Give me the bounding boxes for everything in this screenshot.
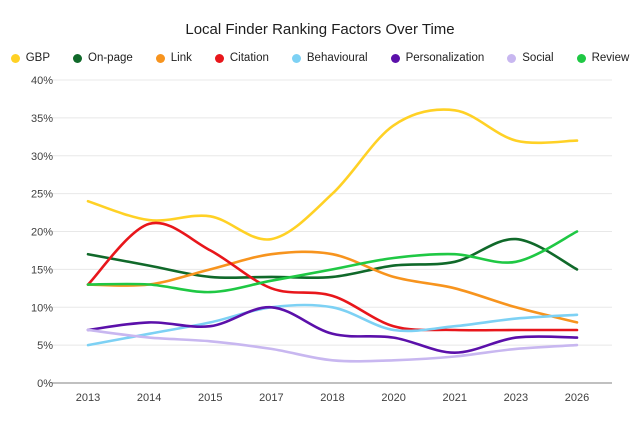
x-tick-label: 2013 bbox=[76, 392, 100, 404]
legend-item-social[interactable]: Social bbox=[507, 52, 554, 64]
legend-item-behavioural[interactable]: Behavioural bbox=[291, 52, 368, 64]
series-line-link bbox=[86, 250, 579, 324]
series-line-behavioural bbox=[86, 303, 579, 347]
x-tick-label: 2023 bbox=[504, 392, 528, 404]
y-tick-label: 30% bbox=[31, 151, 53, 163]
y-tick-label: 0% bbox=[37, 378, 53, 390]
legend-item-personalization[interactable]: Personalization bbox=[390, 52, 485, 64]
series-line-on-page bbox=[86, 237, 579, 280]
legend-swatch-icon bbox=[155, 53, 165, 63]
y-tick-label: 5% bbox=[37, 340, 53, 352]
legend-label: Citation bbox=[229, 52, 269, 64]
legend-label: Behavioural bbox=[306, 52, 368, 64]
chart-title: Local Finder Ranking Factors Over Time bbox=[185, 21, 455, 38]
y-tick-label: 10% bbox=[31, 302, 53, 314]
series-line-citation bbox=[86, 221, 579, 332]
y-tick-label: 15% bbox=[31, 264, 53, 276]
legend-label: GBP bbox=[25, 52, 50, 64]
legend-item-on-page[interactable]: On-page bbox=[73, 52, 133, 64]
x-tick-label: 2020 bbox=[381, 392, 405, 404]
y-tick-label: 40% bbox=[31, 75, 53, 87]
legend-label: On-page bbox=[88, 52, 133, 64]
y-tick-label: 35% bbox=[31, 113, 53, 125]
legend-swatch-icon bbox=[576, 53, 586, 63]
legend-item-review[interactable]: Review bbox=[576, 52, 630, 64]
x-tick-label: 2014 bbox=[137, 392, 161, 404]
x-tick-label: 2021 bbox=[443, 392, 467, 404]
series-line-review bbox=[86, 230, 579, 294]
x-tick-label: 2017 bbox=[259, 392, 283, 404]
x-tick-label: 2015 bbox=[198, 392, 222, 404]
legend-swatch-icon bbox=[507, 53, 517, 63]
legend-label: Personalization bbox=[405, 52, 485, 64]
legend-swatch-icon bbox=[291, 53, 301, 63]
series-line-gbp bbox=[86, 108, 579, 241]
legend-item-link[interactable]: Link bbox=[155, 52, 192, 64]
x-tick-label: 2018 bbox=[320, 392, 344, 404]
chart-legend: GBP On-page Link Citation Behavioural Persona… bbox=[0, 52, 640, 64]
series-line-personalization bbox=[86, 305, 579, 354]
legend-swatch-icon bbox=[73, 53, 82, 63]
legend-swatch-icon bbox=[10, 53, 20, 63]
legend-swatch-icon bbox=[390, 53, 400, 63]
y-tick-label: 25% bbox=[31, 189, 53, 201]
series-line-social bbox=[86, 328, 579, 363]
legend-item-gbp[interactable]: GBP bbox=[10, 52, 50, 64]
x-tick-label: 2026 bbox=[565, 392, 589, 404]
legend-label: Social bbox=[522, 52, 554, 64]
legend-label: Review bbox=[591, 52, 630, 64]
legend-swatch-icon bbox=[214, 53, 224, 63]
legend-label: Link bbox=[170, 52, 192, 64]
legend-item-citation[interactable]: Citation bbox=[214, 52, 269, 64]
y-tick-label: 20% bbox=[31, 227, 53, 239]
